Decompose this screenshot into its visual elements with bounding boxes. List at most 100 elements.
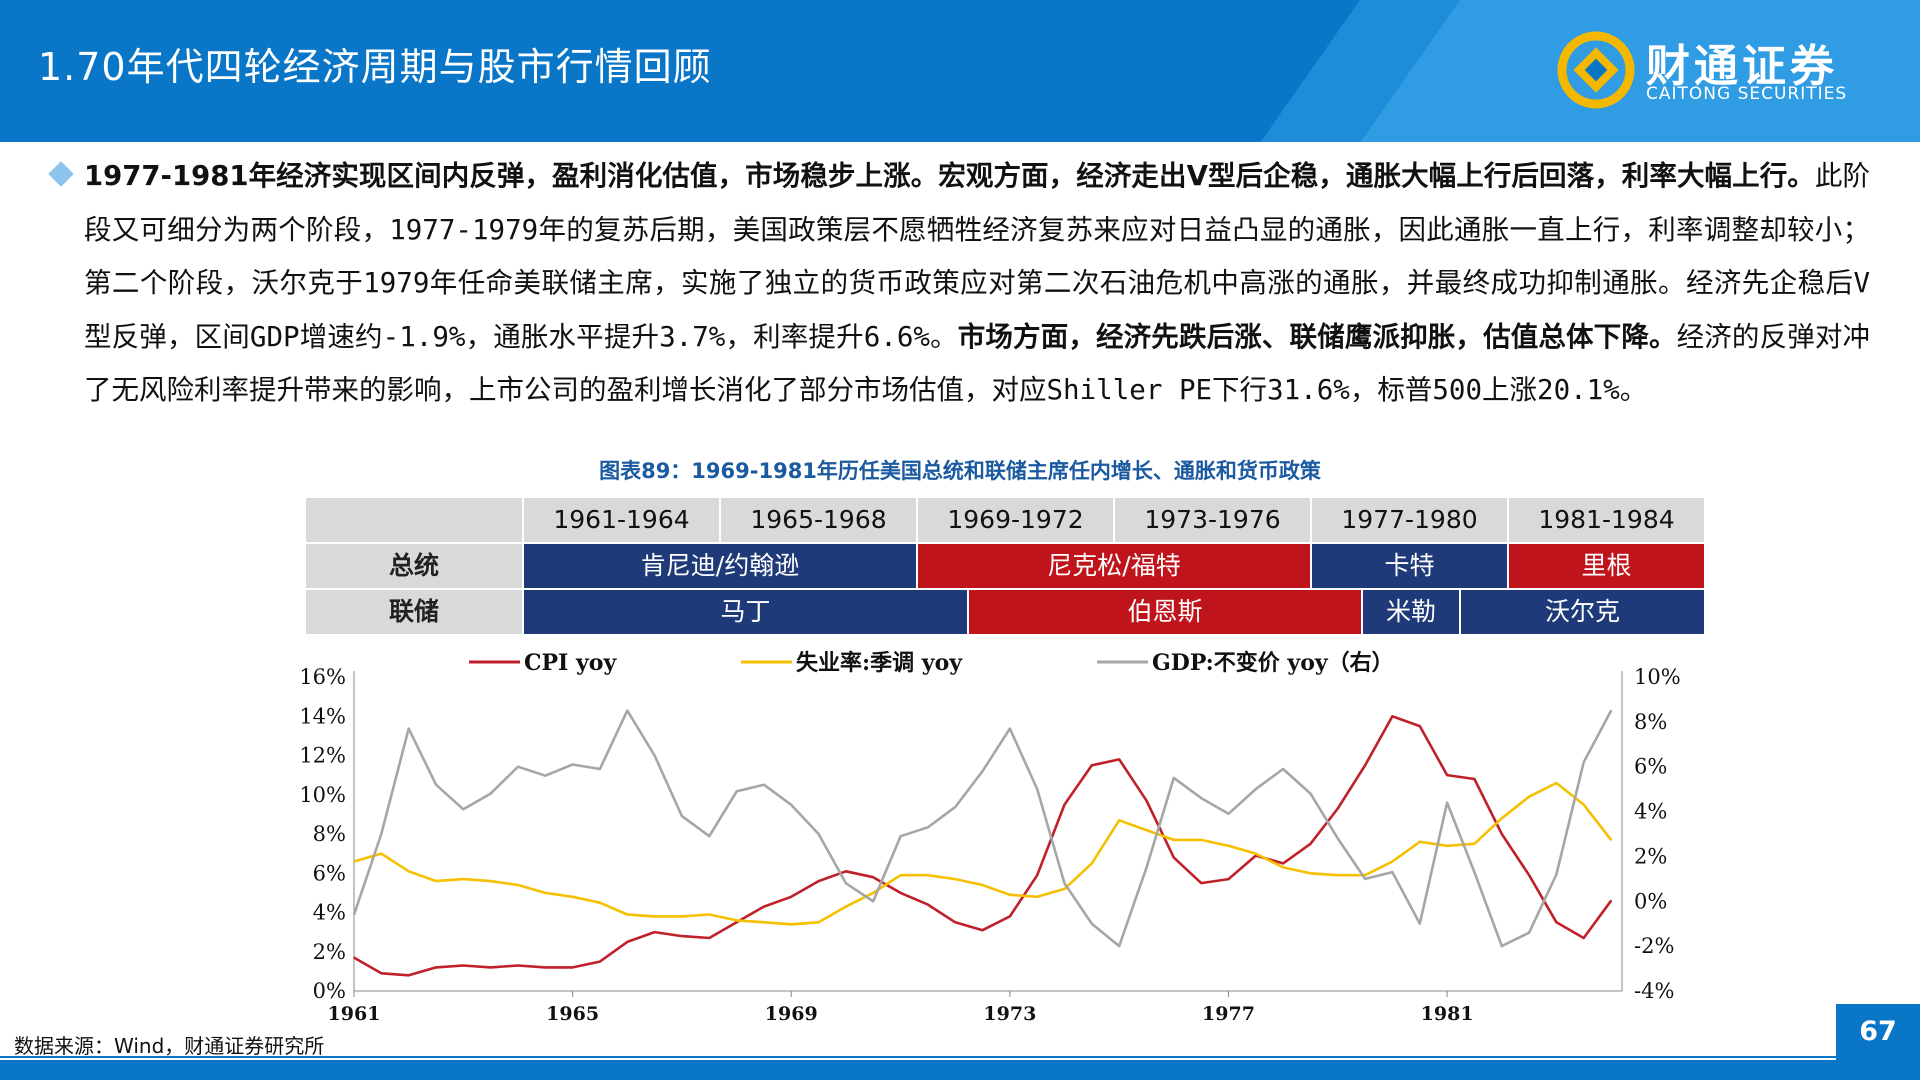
- table-row-fed: 联储 马丁 伯恩斯 米勒 沃尔克: [306, 590, 1704, 634]
- unemployment-series-point: [1501, 817, 1503, 820]
- y-right-tick-label: -4%: [1634, 979, 1674, 1003]
- logo-text-cn: 财通证券: [1646, 41, 1838, 92]
- cpi-series-point: [1582, 937, 1585, 939]
- x-tick-label: 1965: [546, 1003, 599, 1025]
- gdp-series-point: [1118, 945, 1120, 947]
- y-right-tick-label: 8%: [1634, 710, 1667, 734]
- gdp-series-point: [653, 754, 656, 757]
- cpi-series-point: [1118, 758, 1120, 761]
- table-row-presidents: 总统 肯尼迪/约翰逊 尼克松/福特 卡特 里根: [306, 544, 1704, 588]
- unemployment-series-point: [763, 921, 765, 924]
- cpi-series-point: [517, 964, 519, 967]
- gdp-series-point: [681, 815, 683, 817]
- gdp-series-point: [1364, 878, 1366, 880]
- footer-bar: [0, 1060, 1920, 1080]
- unemployment-series-point: [1555, 782, 1558, 784]
- president-cell: 卡特: [1312, 544, 1509, 588]
- x-tick-label: 1981: [1421, 1003, 1474, 1025]
- gdp-series-point: [1473, 871, 1476, 873]
- gdp-series-point: [845, 882, 847, 885]
- y-right-tick-label: 4%: [1634, 800, 1667, 824]
- y-left-tick-label: 0%: [313, 979, 346, 1003]
- cpi-series-point: [489, 966, 492, 969]
- gdp-series-point: [1173, 777, 1175, 779]
- unemployment-series-point: [845, 905, 847, 908]
- cpi-series-point: [735, 921, 738, 924]
- y-right-tick-label: 10%: [1634, 665, 1681, 689]
- unemployment-series-point: [1309, 872, 1312, 875]
- y-right-tick-label: -2%: [1634, 934, 1674, 958]
- unemployment-series-point: [1473, 843, 1476, 845]
- cpi-series-point: [1173, 856, 1175, 859]
- cpi-series-point: [380, 972, 383, 975]
- gdp-series-point: [353, 913, 355, 916]
- gdp-series-point: [1337, 837, 1339, 840]
- source-note: 数据来源：Wind，财通证券研究所: [14, 1034, 325, 1058]
- figure-title: 图表89：1969-1981年历任美国总统和联储主席任内增长、通胀和货币政策: [599, 459, 1321, 483]
- x-tick-label: 1977: [1202, 1003, 1255, 1025]
- unemployment-series-point: [1009, 894, 1011, 896]
- cpi-series-point: [353, 956, 355, 959]
- president-cell: 尼克松/福特: [918, 544, 1312, 588]
- gdp-series-point: [462, 808, 465, 811]
- gdp-series-point: [1309, 792, 1312, 795]
- row-label-fed: 联储: [306, 590, 524, 634]
- gdp-series-point: [1227, 813, 1230, 815]
- table-corner-cell: [306, 498, 524, 542]
- unemployment-series-point: [1091, 862, 1093, 865]
- gdp-series-point: [626, 709, 629, 712]
- cpi-series-point: [981, 929, 984, 931]
- gdp-series-point: [1501, 945, 1503, 947]
- unemployment-series-point: [1145, 829, 1148, 831]
- y-left-tick-label: 14%: [299, 704, 346, 728]
- cpi-series-point: [407, 974, 410, 977]
- cpi-series-point: [927, 903, 929, 906]
- cpi-series-point: [435, 966, 437, 969]
- unemployment-series-point: [681, 915, 683, 918]
- cpi-series-point: [790, 896, 792, 898]
- unemployment-series-point: [489, 880, 492, 882]
- period-cell: 1973-1976: [1115, 498, 1312, 542]
- cpi-series-point: [845, 870, 847, 873]
- unemployment-series-point: [1173, 839, 1175, 841]
- gdp-series-point: [599, 768, 601, 770]
- x-tick-label: 1969: [765, 1003, 818, 1025]
- fed-chair-cell: 米勒: [1363, 590, 1461, 634]
- gdp-series-point: [380, 833, 383, 835]
- period-cell: 1961-1964: [524, 498, 721, 542]
- cpi-series-point: [1282, 862, 1284, 865]
- gdp-series-point: [872, 900, 874, 903]
- gdp-series-point: [1610, 709, 1612, 712]
- gdp-series-point: [1036, 788, 1038, 790]
- cpi-series-point: [1309, 843, 1312, 845]
- unemployment-series-point: [353, 860, 355, 863]
- unemployment-series-line: [353, 781, 1613, 926]
- y-right-tick-label: 2%: [1634, 844, 1667, 868]
- unemployment-series-point: [981, 884, 984, 886]
- unemployment-series-point: [1528, 795, 1530, 798]
- unemployment-series-point: [571, 896, 574, 898]
- legend-label: 失业率:季调 yoy: [796, 650, 963, 676]
- unemployment-series-point: [1582, 803, 1585, 806]
- unemployment-series-point: [735, 919, 738, 922]
- gdp-series-point: [927, 826, 929, 829]
- gdp-series-point: [1145, 866, 1148, 869]
- cpi-series-point: [1501, 833, 1503, 835]
- gdp-series-point: [435, 783, 437, 786]
- cpi-series-point: [1446, 774, 1448, 776]
- gdp-series-point: [763, 783, 765, 786]
- cpi-series-point: [1200, 882, 1202, 884]
- unemployment-series-point: [1227, 845, 1230, 847]
- y-left-tick-label: 2%: [313, 940, 346, 964]
- unemployment-series-point: [899, 874, 902, 876]
- cpi-series-point: [1227, 878, 1230, 880]
- x-tick-label: 1961: [328, 1003, 381, 1025]
- cpi-series-point: [817, 880, 820, 882]
- cpi-series-point: [1419, 725, 1421, 727]
- unemployment-series-point: [790, 923, 792, 926]
- gdp-series-line: [352, 709, 1613, 948]
- cpi-series-point: [1364, 764, 1366, 767]
- gdp-series-point: [1009, 727, 1011, 730]
- unemployment-series-point: [380, 852, 383, 855]
- table-row-periods: 1961-1964 1965-1968 1969-1972 1973-1976 …: [306, 498, 1704, 542]
